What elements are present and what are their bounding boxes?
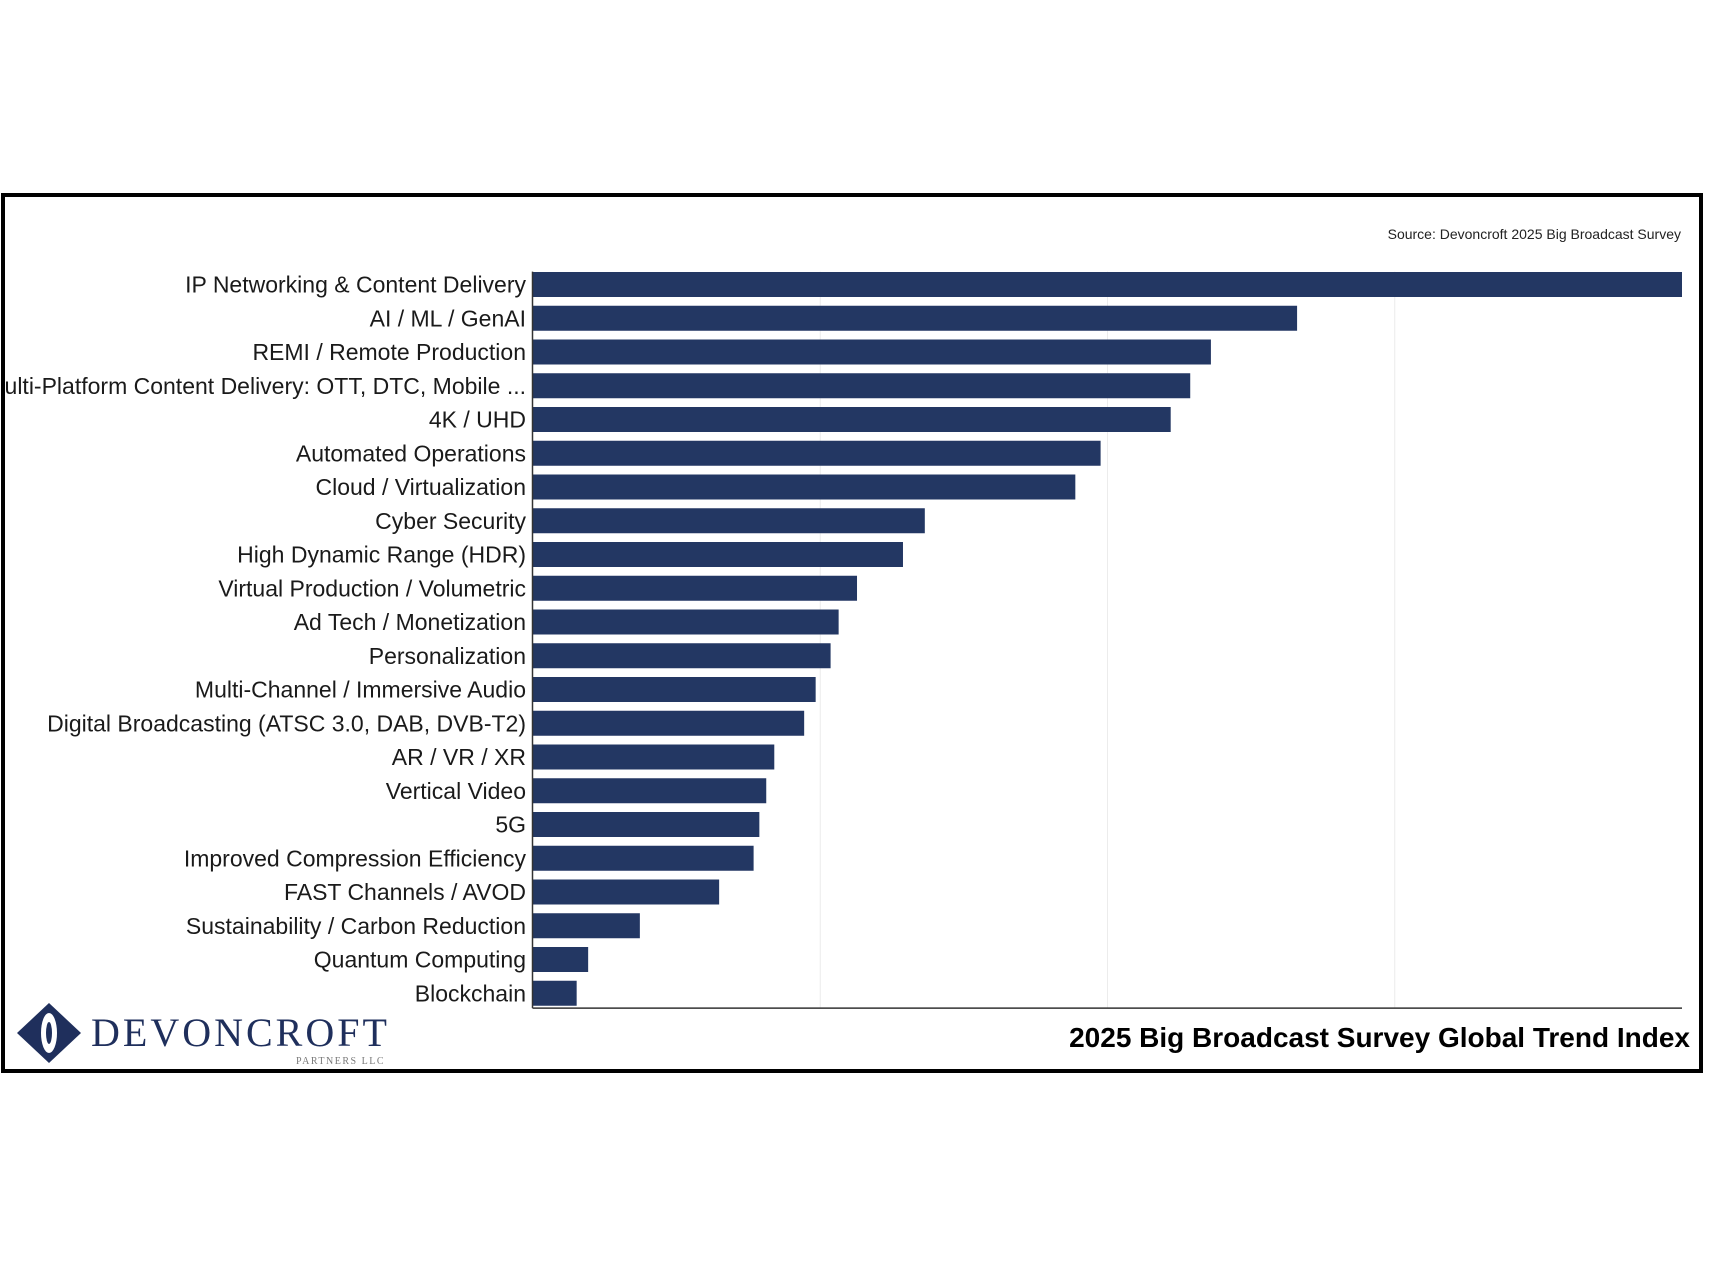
bar [533, 947, 589, 972]
category-label: Cyber Security [375, 508, 526, 534]
category-label: IP Networking & Content Delivery [185, 272, 526, 298]
category-label: AI / ML / GenAI [370, 305, 526, 331]
category-label: 4K / UHD [429, 407, 526, 433]
bar [533, 542, 903, 567]
category-label: High Dynamic Range (HDR) [237, 542, 526, 568]
bar [533, 778, 767, 804]
bar [533, 508, 925, 534]
category-label: Cloud / Virtualization [315, 474, 526, 500]
bar [533, 609, 839, 635]
category-label: Quantum Computing [314, 947, 526, 973]
bar-series [533, 272, 1682, 1006]
bar [533, 575, 858, 601]
category-label: Vertical Video [386, 778, 526, 804]
bar [533, 643, 831, 669]
bar [533, 845, 754, 871]
category-label: Multi-Channel / Immersive Audio [195, 677, 526, 703]
diamond-logo-icon [17, 1003, 81, 1063]
bar [533, 677, 816, 702]
category-label: Ad Tech / Monetization [294, 609, 526, 635]
bar [533, 339, 1211, 365]
chart-title: 2025 Big Broadcast Survey Global Trend I… [1069, 1022, 1690, 1053]
category-label: Automated Operations [296, 440, 526, 466]
devoncroft-logo: DEVONCROFT PARTNERS LLC [17, 1003, 390, 1067]
bar [533, 913, 640, 939]
bar [533, 305, 1298, 331]
bar [533, 980, 577, 1006]
bar [533, 812, 760, 837]
category-label: Digital Broadcasting (ATSC 3.0, DAB, DVB… [47, 710, 526, 736]
category-label: Sustainability / Carbon Reduction [186, 913, 526, 939]
logo-wordmark: DEVONCROFT [91, 1010, 390, 1055]
category-label: FAST Channels / AVOD [284, 879, 526, 905]
category-label: REMI / Remote Production [252, 339, 526, 365]
bar [533, 879, 720, 905]
category-label: Blockchain [415, 980, 526, 1006]
category-label: Multi-Platform Content Delivery: OTT, DT… [5, 373, 526, 399]
bar [533, 272, 1682, 297]
category-label: AR / VR / XR [392, 744, 526, 770]
bar [533, 440, 1101, 466]
category-labels: IP Networking & Content Delivery AI / ML … [5, 272, 526, 1007]
bar [533, 710, 805, 736]
source-note: Source: Devoncroft 2025 Big Broadcast Su… [1388, 226, 1681, 242]
category-label: Improved Compression Efficiency [184, 845, 527, 871]
chart-frame: IP Networking & Content Delivery AI / ML … [1, 193, 1703, 1073]
bar [533, 373, 1191, 399]
bar [533, 744, 775, 770]
category-label: 5G [495, 812, 526, 838]
category-label: Personalization [369, 643, 526, 669]
logo-subtitle: PARTNERS LLC [296, 1056, 385, 1067]
bar [533, 407, 1171, 432]
trend-index-chart: IP Networking & Content Delivery AI / ML … [5, 226, 1690, 1067]
category-label: Virtual Production / Volumetric [218, 575, 526, 601]
bar [533, 474, 1076, 500]
